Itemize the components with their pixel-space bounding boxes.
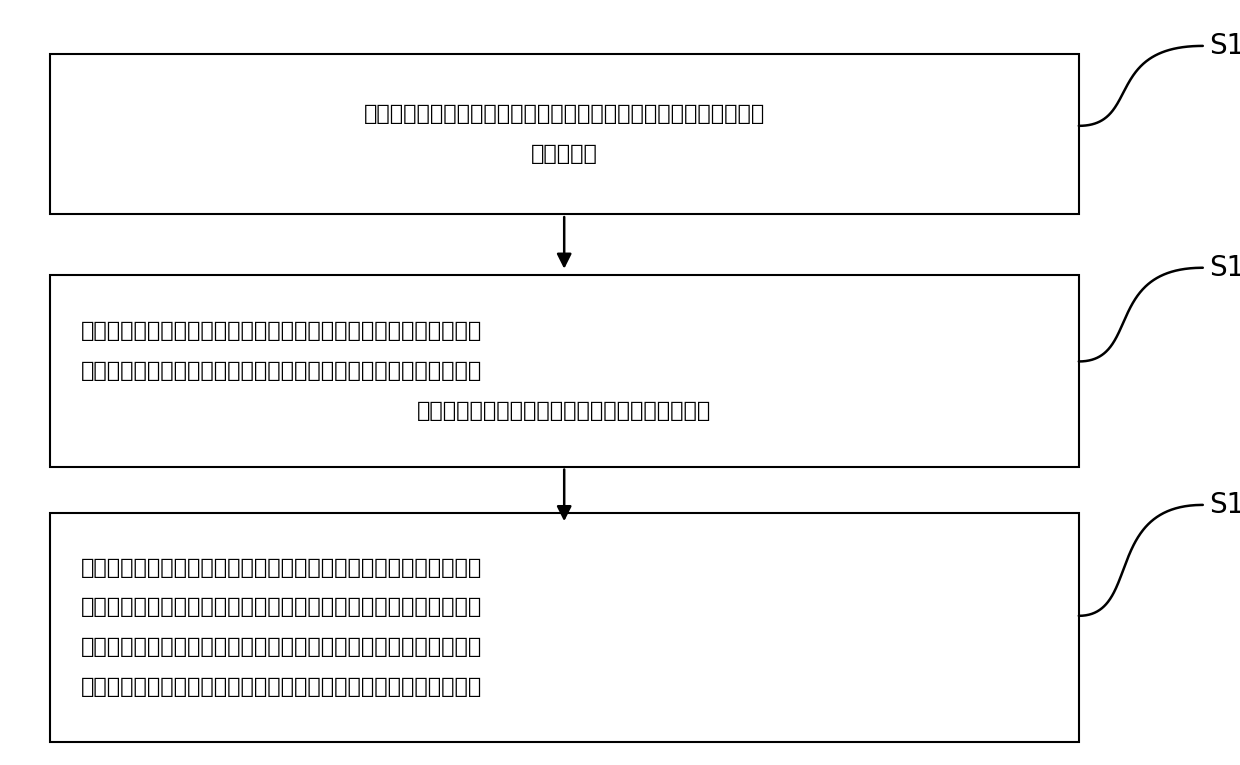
Text: 属浓度数据: 属浓度数据 <box>531 144 598 164</box>
FancyBboxPatch shape <box>50 513 1079 742</box>
Text: S10: S10 <box>1209 32 1240 60</box>
FancyBboxPatch shape <box>50 54 1079 214</box>
Text: 以及各个污染源颗粒的重金属浓度数据的统计变量: 以及各个污染源颗粒的重金属浓度数据的统计变量 <box>417 401 712 421</box>
Text: 根据目标道路表面颗粒的重金属浓度的统计变量，以及各个污染源颗: 根据目标道路表面颗粒的重金属浓度的统计变量，以及各个污染源颗 <box>81 558 482 578</box>
Text: 的重金属质量贡献，在各个污染源中确定目标道路表面重金属的来源: 的重金属质量贡献，在各个污染源中确定目标道路表面重金属的来源 <box>81 677 482 697</box>
FancyBboxPatch shape <box>50 275 1079 467</box>
Text: S11: S11 <box>1209 254 1240 282</box>
Text: 粒的重金属浓度数据的统计变量，随机生成道路表面颗粒以及各个污: 粒的重金属浓度数据的统计变量，随机生成道路表面颗粒以及各个污 <box>81 597 482 617</box>
Text: S12: S12 <box>1209 491 1240 519</box>
Text: 获取目标道路表面颗粒的重金属浓度数据以及各个污染源颗粒的重金: 获取目标道路表面颗粒的重金属浓度数据以及各个污染源颗粒的重金 <box>363 104 765 124</box>
Text: 分别基于目标道路表面颗粒的重金属浓度数据以及各个污染源颗粒的: 分别基于目标道路表面颗粒的重金属浓度数据以及各个污染源颗粒的 <box>81 321 482 341</box>
Text: 染源颗粒的铁元素和重金属浓度，基于化学质量守恒计算各个污染源: 染源颗粒的铁元素和重金属浓度，基于化学质量守恒计算各个污染源 <box>81 637 482 657</box>
Text: 重金属浓度数据，计算目标道路表面颗粒的重金属浓度的统计变量，: 重金属浓度数据，计算目标道路表面颗粒的重金属浓度的统计变量， <box>81 361 482 381</box>
